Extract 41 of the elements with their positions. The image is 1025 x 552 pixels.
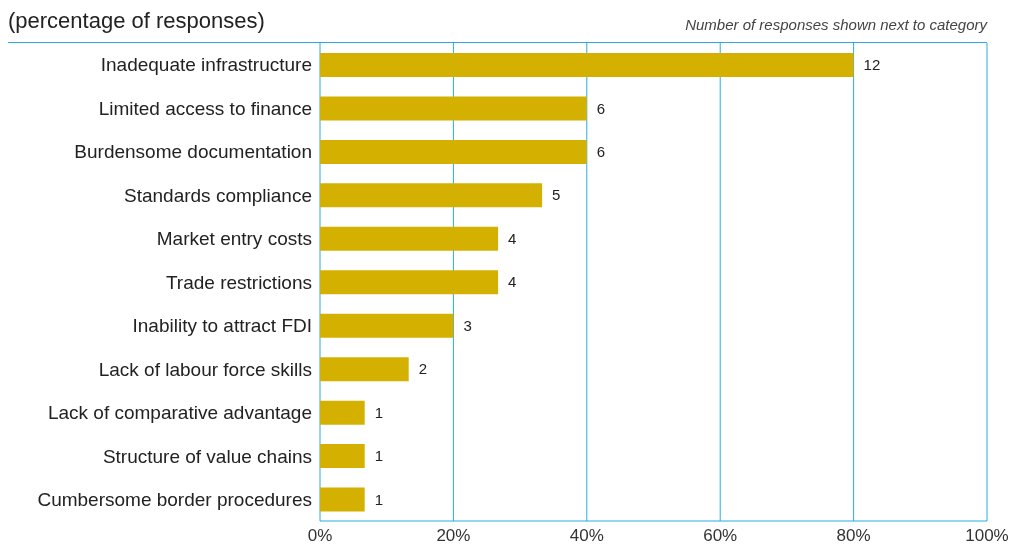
x-tick-label: 100% bbox=[965, 526, 1009, 546]
bar bbox=[320, 139, 587, 164]
y-tick-label: Lack of comparative advantage bbox=[47, 402, 312, 424]
y-tick-label: Inability to attract FDI bbox=[132, 315, 312, 337]
text: (percentage of responses) bbox=[8, 8, 265, 34]
y-tick-label: Structure of value chains bbox=[102, 445, 312, 467]
y-tick-label: Burdensome documentation bbox=[74, 141, 312, 163]
annotation: 1 bbox=[374, 447, 384, 465]
y-tick-label: Market entry costs bbox=[156, 228, 312, 250]
x-tick-label: 20% bbox=[436, 526, 471, 546]
y-tick-label: Inadequate infrastructure bbox=[100, 54, 312, 76]
annotation: 3 bbox=[463, 316, 472, 334]
annotation: 12 bbox=[863, 56, 881, 74]
annotation: 4 bbox=[508, 229, 517, 247]
annotation: 1 bbox=[374, 403, 384, 421]
bar bbox=[320, 357, 409, 382]
annotation: 6 bbox=[596, 142, 606, 160]
annotation: 6 bbox=[596, 99, 606, 117]
bar bbox=[320, 400, 365, 425]
bar bbox=[320, 444, 365, 469]
x-tick-label: 60% bbox=[703, 526, 738, 546]
y-tick-label: Lack of labour force skills bbox=[98, 358, 312, 380]
y-tick-label: Limited access to finance bbox=[98, 97, 312, 119]
bar bbox=[320, 270, 499, 295]
bar bbox=[320, 53, 854, 77]
x-tick-label: 0% bbox=[307, 526, 333, 546]
bar bbox=[320, 487, 365, 512]
annotation: 5 bbox=[552, 186, 561, 204]
x-tick-label: 80% bbox=[836, 526, 871, 546]
y-tick-label: Cumbersome border procedures bbox=[37, 489, 312, 511]
x-tick-label: 40% bbox=[569, 526, 604, 546]
bar bbox=[320, 313, 454, 338]
bar bbox=[320, 183, 543, 208]
annotation: 4 bbox=[508, 273, 517, 291]
y-tick-label: Trade restrictions bbox=[165, 271, 312, 293]
y-tick-label: Standards compliance bbox=[124, 184, 312, 206]
annotation: 1 bbox=[374, 490, 384, 508]
bar bbox=[320, 226, 499, 251]
annotation: 2 bbox=[418, 360, 428, 378]
bar bbox=[320, 96, 587, 121]
text: Number of responses shown next to category bbox=[685, 16, 987, 33]
